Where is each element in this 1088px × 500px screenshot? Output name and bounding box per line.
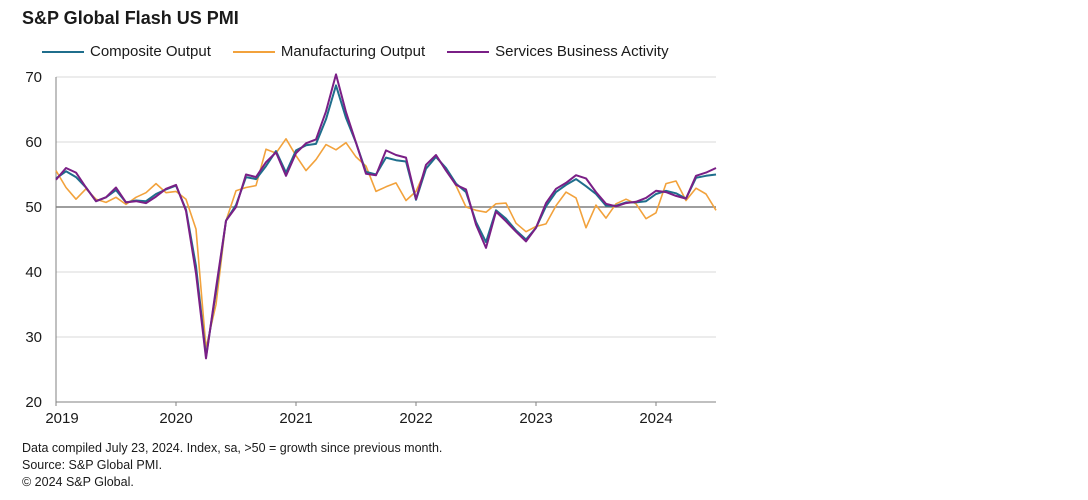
footnote-data-compiled: Data compiled July 23, 2024. Index, sa, … <box>22 441 443 455</box>
footnote-source: Source: S&P Global PMI. <box>22 458 163 472</box>
legend-label-composite: Composite Output <box>90 43 211 60</box>
legend-swatch-manufacturing <box>232 50 275 53</box>
x-tick-label-2021: 2021 <box>279 410 312 427</box>
footnote-copyright: © 2024 S&P Global. <box>22 475 134 489</box>
legend-swatch-services <box>447 50 490 53</box>
legend-item-manufacturing: Manufacturing Output <box>232 43 426 60</box>
y-tick-label-30: 30 <box>25 329 42 346</box>
legend-item-services: Services Business Activity <box>447 43 669 60</box>
x-tick-label-2019: 2019 <box>45 410 78 427</box>
series-line-services <box>55 73 717 360</box>
series-line-manufacturing <box>55 138 717 349</box>
x-tick-label-2024: 2024 <box>639 410 672 427</box>
legend-label-services: Services Business Activity <box>495 43 669 60</box>
y-tick-label-60: 60 <box>25 134 42 151</box>
y-tick-label-40: 40 <box>25 264 42 281</box>
legend-item-composite: Composite Output <box>42 43 211 60</box>
x-tick-label-2023: 2023 <box>519 410 552 427</box>
chart-title: S&P Global Flash US PMI <box>22 8 239 28</box>
x-tick-label-2022: 2022 <box>399 410 432 427</box>
y-tick-label-50: 50 <box>25 199 42 216</box>
series-line-composite <box>55 84 717 358</box>
y-tick-label-20: 20 <box>25 394 42 411</box>
legend-swatch-composite <box>42 50 84 53</box>
footnotes: Data compiled July 23, 2024. Index, sa, … <box>22 440 442 491</box>
x-tick-label-2020: 2020 <box>159 410 192 427</box>
y-tick-label-70: 70 <box>25 69 42 86</box>
chart-legend: Composite Output Manufacturing Output Se… <box>42 43 691 60</box>
legend-label-manufacturing: Manufacturing Output <box>280 43 426 60</box>
